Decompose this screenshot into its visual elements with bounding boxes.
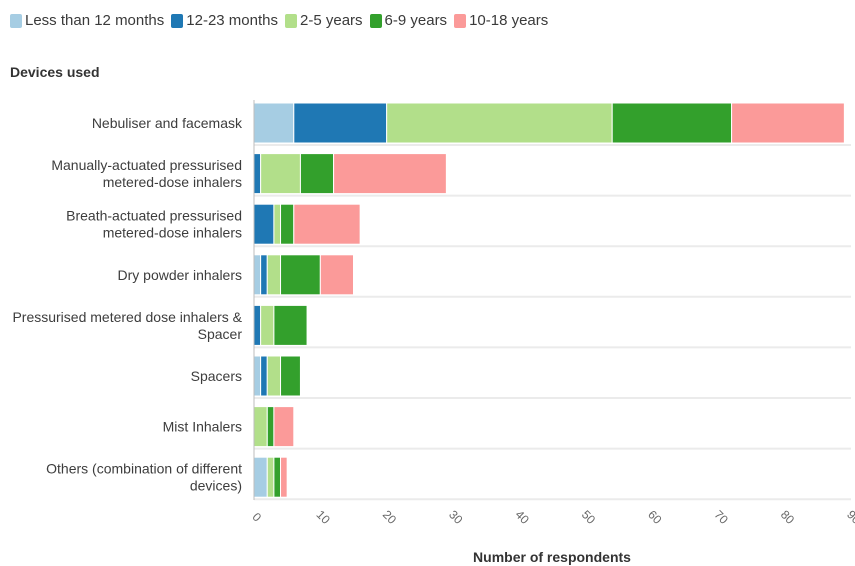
bar-segment	[280, 355, 301, 397]
bar-segment	[280, 203, 295, 245]
bar-segment	[266, 254, 282, 296]
x-tick-label: 50	[579, 507, 599, 527]
legend-label: 2-5 years	[300, 12, 363, 29]
legend-label: 10-18 years	[469, 12, 549, 29]
category-label: Breath-actuated pressurised metered-dose …	[66, 208, 242, 241]
legend-item[interactable]: Less than 12 months	[10, 12, 164, 29]
bar-segment	[611, 102, 733, 144]
bar-segment	[280, 254, 321, 296]
bar-segment	[333, 153, 447, 195]
legend: Less than 12 months 12-23 months 2-5 yea…	[10, 12, 555, 29]
x-tick-label: 70	[711, 507, 731, 527]
bar-segment	[319, 254, 355, 296]
bar-segment	[293, 203, 361, 245]
bar-segment	[260, 254, 268, 296]
x-tick-label: 80	[778, 507, 798, 527]
bar-segment	[253, 406, 268, 448]
legend-label: Less than 12 months	[25, 12, 165, 29]
category-label: Others (combination of different devices)	[46, 461, 242, 494]
legend-item[interactable]: 12-23 months	[171, 12, 278, 29]
bar-segment	[260, 355, 268, 397]
legend-swatch	[171, 13, 184, 28]
bar-segment	[280, 456, 288, 498]
legend-label: 12-23 months	[186, 12, 278, 29]
legend-item[interactable]: 2-5 years	[285, 12, 363, 29]
category-label: Pressurised metered dose inhalers & Space…	[12, 309, 242, 342]
category-label: Manually-actuated pressurised metered-dos…	[51, 157, 242, 190]
bar-segment	[253, 456, 268, 498]
category-label: Dry powder inhalers	[118, 267, 243, 283]
bar-segment	[273, 203, 282, 245]
chart-title: Devices used	[10, 64, 100, 80]
bar-segment	[273, 304, 308, 346]
legend-label: 6-9 years	[384, 12, 448, 29]
bar-segment	[253, 304, 262, 346]
bar-segment	[386, 102, 613, 144]
bar-segment	[266, 406, 275, 448]
legend-swatch	[454, 13, 467, 28]
bar-segment	[260, 153, 301, 195]
x-tick-label: 0	[250, 510, 265, 525]
bar-segment	[253, 153, 262, 195]
legend-item[interactable]: 6-9 years	[369, 12, 448, 29]
category-label: Mist Inhalers	[163, 419, 242, 435]
x-tick-label: 90	[844, 507, 855, 527]
legend-item[interactable]: 10-18 years	[454, 12, 548, 29]
bar-segment	[260, 304, 275, 346]
legend-swatch	[10, 13, 22, 28]
bar-segment	[253, 355, 262, 397]
bar-segment	[731, 102, 845, 144]
bar-segment	[253, 203, 275, 245]
bar-segment	[253, 254, 262, 296]
bar-segment	[253, 102, 295, 144]
bar-segment	[299, 153, 335, 195]
x-axis-title: Number of respondents	[473, 549, 631, 565]
bar-segment	[266, 355, 282, 397]
x-tick-label: 20	[380, 507, 400, 527]
bar-segment	[273, 456, 282, 498]
category-label: Spacers	[191, 368, 242, 384]
legend-swatch	[285, 13, 297, 28]
legend-swatch	[369, 13, 382, 28]
category-label: Nebuliser and facemask	[92, 115, 243, 131]
x-tick-label: 30	[446, 507, 466, 527]
x-tick-label: 60	[645, 507, 665, 527]
bar-segment	[293, 102, 388, 144]
x-tick-label: 40	[512, 507, 532, 527]
bar-segment	[273, 406, 295, 448]
bar-segment	[266, 456, 275, 498]
x-tick-label: 10	[313, 507, 333, 527]
